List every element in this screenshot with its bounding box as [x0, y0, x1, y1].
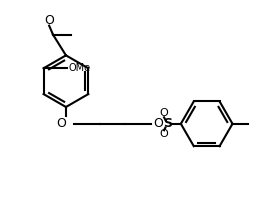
Text: O: O — [160, 108, 168, 119]
Text: O: O — [56, 117, 66, 130]
Text: O: O — [154, 117, 164, 130]
Text: OMe: OMe — [68, 63, 90, 73]
Text: S: S — [163, 117, 173, 130]
Text: O: O — [44, 14, 54, 27]
Text: O: O — [160, 129, 168, 139]
